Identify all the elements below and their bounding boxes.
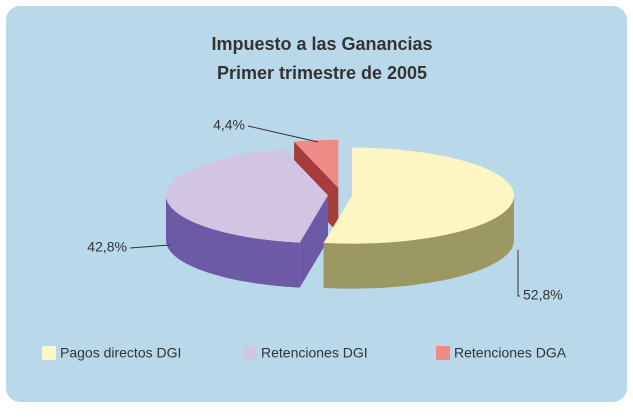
legend-label: Pagos directos DGI	[60, 345, 181, 361]
data-label: 52,8%	[523, 287, 563, 303]
slice-side	[166, 195, 300, 288]
leader-line	[517, 250, 520, 297]
slice-side	[323, 195, 514, 289]
leader-line	[247, 125, 319, 143]
legend-label: Retenciones DGI	[261, 345, 368, 361]
legend-label: Retenciones DGA	[454, 345, 567, 361]
legend-swatch	[42, 346, 56, 360]
slice	[323, 147, 514, 244]
slice	[166, 149, 328, 288]
leader-line	[129, 244, 171, 249]
chart-subtitle: Primer trimestre de 2005	[217, 63, 427, 83]
legend-swatch	[243, 346, 257, 360]
chart-title: Impuesto a las Ganancias	[211, 34, 432, 54]
slice	[294, 139, 339, 188]
legend-swatch	[436, 346, 450, 360]
data-label: 42,8%	[87, 239, 127, 255]
slice	[323, 147, 514, 289]
slice	[166, 149, 328, 243]
data-label: 4,4%	[213, 117, 245, 133]
